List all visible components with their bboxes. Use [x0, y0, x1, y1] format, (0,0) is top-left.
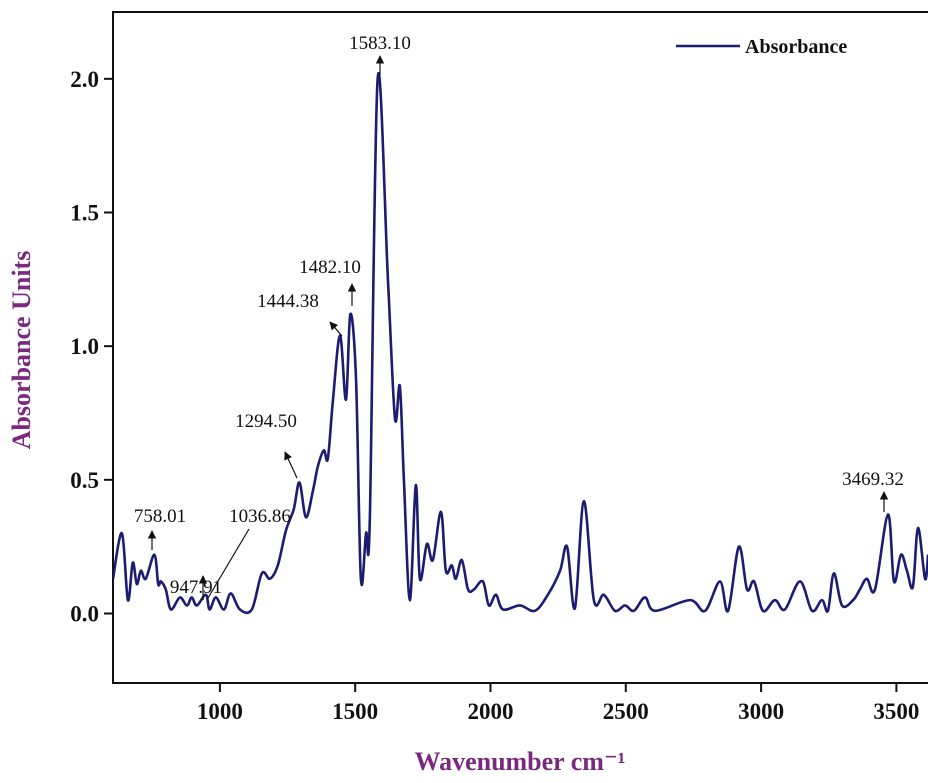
x-tick-label: 1000: [197, 699, 243, 724]
peak-label: 1294.50: [235, 411, 297, 432]
y-tick-label: 1.5: [70, 200, 99, 225]
peak-label: 758.01: [134, 506, 186, 527]
peak-label: 1482.10: [299, 257, 361, 278]
peak-label: 3469.32: [842, 469, 904, 490]
legend-label: Absorbance: [745, 36, 847, 58]
peak-label: 1036.86: [229, 506, 291, 527]
peak-label: 1444.38: [257, 291, 319, 312]
x-tick-label: 2000: [467, 699, 513, 724]
peak-arrow: [284, 451, 298, 479]
x-axis-label: Wavenumber cm⁻¹: [415, 747, 626, 776]
x-tick-label: 2500: [603, 699, 649, 724]
spectrum-line: [113, 72, 928, 615]
y-tick-label: 0.5: [70, 468, 99, 493]
x-tick-label: 1500: [332, 699, 378, 724]
y-tick-label: 2.0: [70, 67, 99, 92]
peak-arrow: [207, 528, 250, 599]
y-tick-label: 1.0: [70, 334, 99, 359]
y-axis-label: Absorbance Units: [7, 251, 36, 450]
y-tick-label: 0.0: [70, 601, 99, 626]
x-tick-label: 3500: [873, 699, 919, 724]
plot-frame: [112, 11, 928, 684]
peak-arrow: [329, 321, 343, 337]
x-tick-label: 3000: [738, 699, 784, 724]
peak-label: 947.91: [170, 577, 222, 598]
peak-label: 1583.10: [349, 33, 411, 54]
